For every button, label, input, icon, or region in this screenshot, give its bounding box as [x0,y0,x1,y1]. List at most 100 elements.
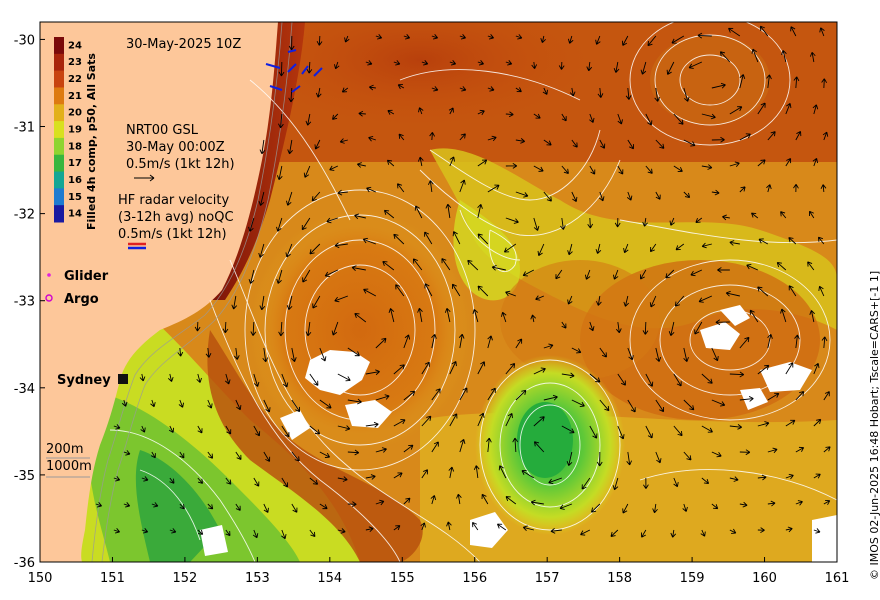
velocity-arrow [610,529,619,537]
sydney-marker [118,374,128,384]
velocity-arrow [522,525,534,532]
velocity-arrow [179,503,185,510]
argo-label: Argo [64,292,99,307]
velocity-arrow [431,86,439,92]
velocity-arrow [821,78,828,89]
x-tick-label: 161 [825,571,850,586]
velocity-arrow [729,371,745,378]
velocity-arrow [515,389,527,401]
velocity-arrow [809,210,815,219]
velocity-arrow [785,419,796,427]
velocity-arrow [767,334,773,349]
velocity-arrow [362,237,377,245]
velocity-arrow [767,500,776,507]
velocity-arrow [595,35,601,45]
velocity-arrow [530,314,537,323]
velocity-arrow [749,309,759,323]
velocity-arrow [498,465,507,479]
velocity-arrow [597,87,604,98]
velocity-arrow [393,419,406,427]
northeast-patch [650,35,770,125]
velocity-arrow [375,337,387,349]
velocity-arrow [316,35,323,46]
velocity-arrow [305,321,312,337]
velocity-arrow [560,217,566,230]
velocity-arrow [403,34,411,40]
velocity-arrow [150,451,156,459]
velocity-arrow [655,399,665,413]
velocity-arrow [625,87,632,100]
velocity-arrow [649,243,657,253]
velocity-arrow [477,159,488,167]
velocity-arrow [281,477,288,488]
colorbar-label: 18 [68,141,82,152]
velocity-arrow [701,242,712,249]
velocity-arrow [319,503,328,510]
velocity-arrow [197,477,204,484]
velocity-arrow [674,295,685,307]
velocity-arrow [793,76,800,89]
velocity-arrow [113,528,120,534]
velocity-arrow [365,369,380,376]
velocity-arrow [711,136,725,143]
velocity-arrow [823,391,830,401]
velocity-arrow [599,139,606,149]
velocity-arrow [459,179,466,193]
velocity-arrow [794,334,800,349]
velocity-arrow [319,347,327,362]
velocity-arrow [259,139,266,155]
colorbar-swatch [54,171,64,189]
velocity-arrow [196,373,202,383]
velocity-arrow [473,465,480,479]
colorbar-label: 24 [68,40,82,51]
velocity-arrow [253,373,260,387]
velocity-arrow [795,391,805,401]
velocity-arrow [431,333,437,349]
velocity-arrow [683,347,689,362]
colorbar-label: 17 [68,158,82,169]
cloud-gaps [200,305,837,562]
velocity-arrow [683,191,691,198]
velocity-arrow [643,477,649,489]
velocity-arrow [780,211,787,219]
velocity-arrow [252,529,259,539]
velocity-arrow [812,158,819,167]
velocity-arrow [729,476,739,482]
velocity-arrow [449,413,458,427]
velocity-arrow [414,205,423,219]
velocity-arrow [431,34,439,40]
velocity-arrow [700,529,706,537]
velocity-arrow [441,258,451,271]
velocity-arrow [459,86,467,92]
velocity-arrow [281,425,290,438]
velocity-arrow [715,319,730,326]
velocity-arrow [669,217,675,226]
velocity-arrow [571,347,582,354]
velocity-arrow [123,502,131,508]
velocity-arrow [728,27,741,37]
velocity-arrow [767,392,780,401]
velocity-arrow [587,217,594,229]
velocity-arrow [314,139,321,150]
velocity-arrow [169,528,177,534]
velocity-arrow [477,109,485,116]
velocity-arrow [258,243,265,258]
velocity-arrow [167,373,174,382]
gsl-legend-title: NRT00 GSL [126,123,199,138]
velocity-arrow [291,451,300,462]
velocity-arrow [430,495,437,505]
colorbar-swatch [54,37,64,55]
velocity-arrow [505,290,517,297]
velocity-arrow [729,161,740,167]
velocity-arrow [168,425,175,433]
velocity-arrow [458,333,465,349]
velocity-arrow [329,165,339,171]
velocity-arrow [258,191,265,206]
velocity-arrow [780,308,787,323]
velocity-arrow [567,35,574,44]
velocity-arrow [522,269,535,277]
velocity-arrow [819,27,825,37]
velocity-arrow [496,523,507,531]
velocity-arrow [459,387,468,401]
velocity-arrow [817,236,825,245]
